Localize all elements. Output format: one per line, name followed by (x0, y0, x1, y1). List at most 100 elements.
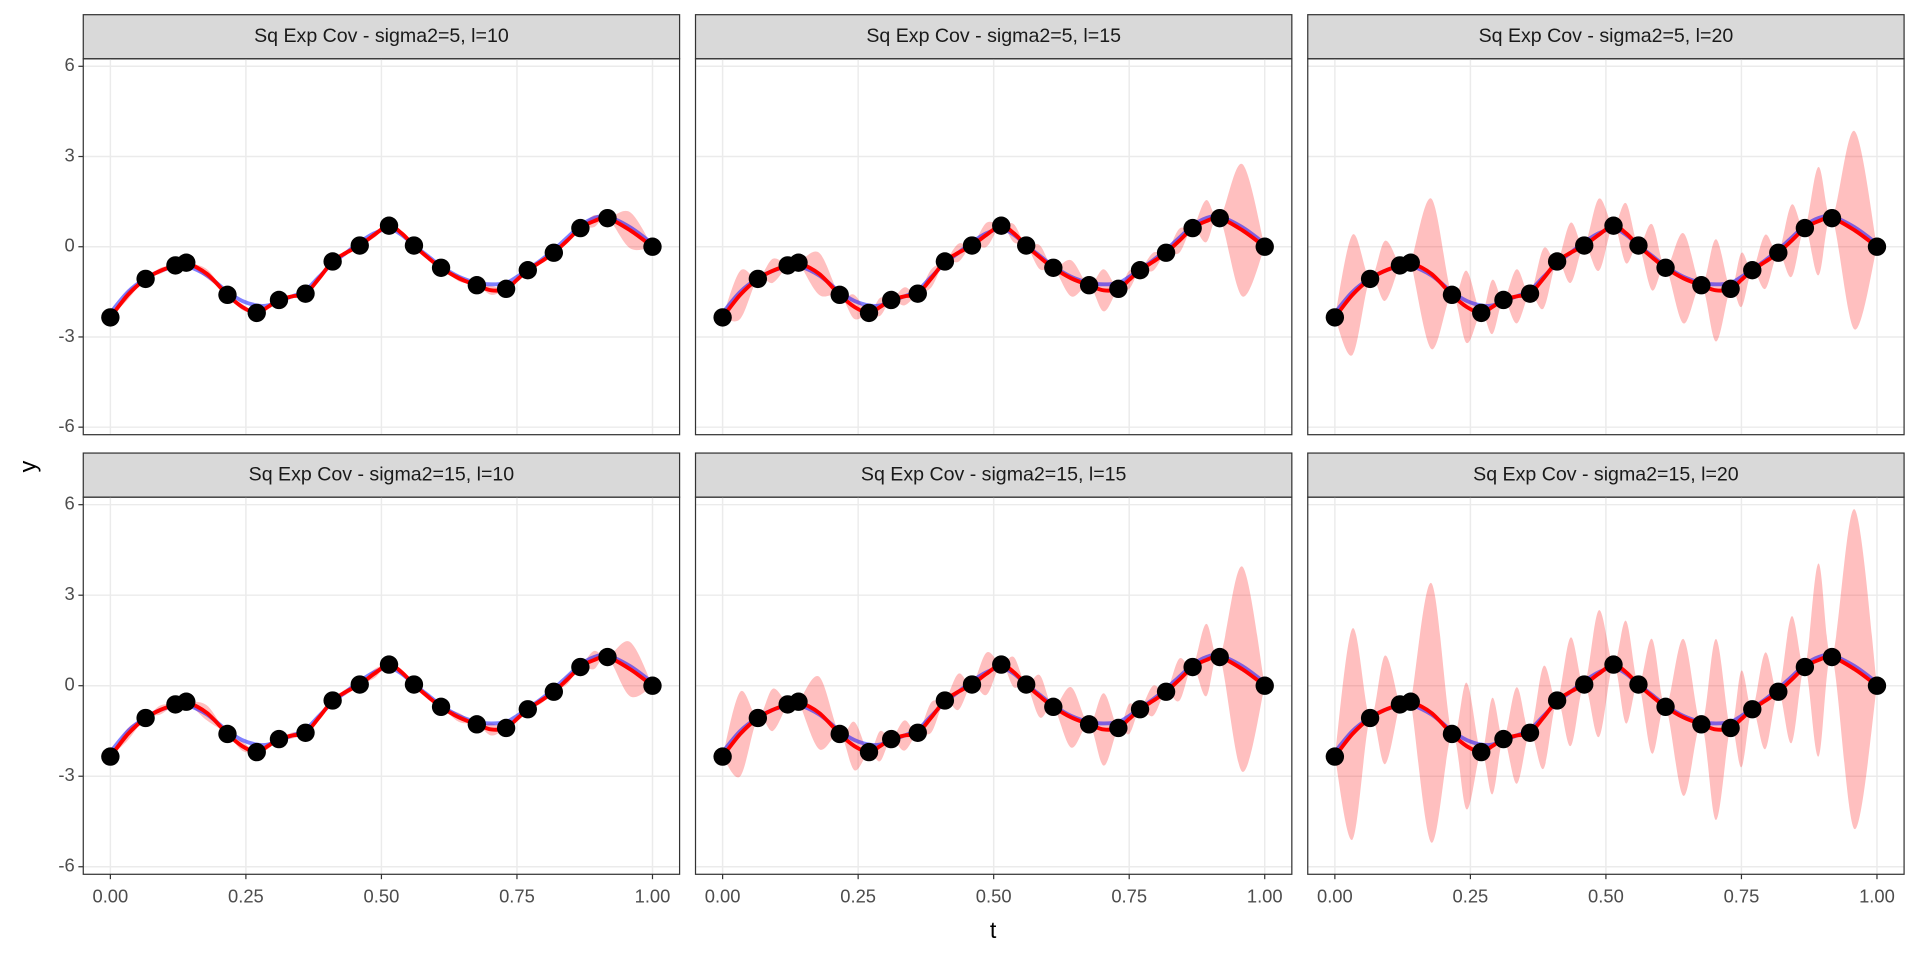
facet: Sq Exp Cov - sigma2=15, l=20 0.00 0.25 0.50… (1307, 452, 1905, 906)
data-point (1867, 237, 1887, 256)
data-point (431, 697, 451, 717)
data-point (379, 655, 399, 674)
facet-title: Sq Exp Cov - sigma2=15, l=20 (1473, 463, 1739, 485)
data-point (1575, 675, 1594, 694)
data-point (350, 236, 369, 255)
x-tick-label: 0.75 (1111, 885, 1147, 906)
data-point (518, 261, 537, 280)
data-point (1442, 724, 1462, 744)
data-point (404, 236, 424, 255)
x-tick-label: 0.25 (1453, 885, 1489, 906)
data-point (379, 216, 399, 235)
y-tick-label: 0 (64, 674, 74, 695)
data-point (177, 692, 196, 711)
data-point (218, 724, 237, 744)
data-point (1656, 258, 1675, 277)
data-point (1629, 675, 1648, 694)
data-point (1044, 258, 1063, 277)
data-point (1044, 697, 1063, 717)
data-point (247, 742, 266, 762)
data-point (962, 236, 982, 255)
data-point (882, 729, 901, 749)
data-point (350, 675, 369, 694)
data-point (247, 303, 266, 323)
data-point (296, 284, 315, 303)
data-point (748, 269, 768, 289)
data-point (1210, 208, 1229, 228)
data-point (467, 715, 487, 734)
facet: Sq Exp Cov - sigma2=15, l=15 0.00 0.25 0.50… (694, 452, 1293, 906)
strip (694, 452, 1293, 498)
data-point (544, 243, 564, 262)
data-point (1795, 657, 1815, 677)
data-point (1017, 236, 1036, 255)
data-point (1769, 682, 1788, 701)
x-tick-label: 0.00 (93, 885, 129, 906)
data-point (789, 692, 808, 711)
data-point (544, 682, 564, 701)
data-point (1867, 676, 1887, 695)
strip (82, 452, 681, 498)
y-tick-label: 3 (64, 583, 74, 604)
data-point (1017, 675, 1036, 694)
data-point (992, 216, 1011, 235)
facet: Sq Exp Cov - sigma2=5, l=20 (1307, 14, 1905, 436)
data-point (859, 742, 879, 762)
x-tick-label: 1.00 (635, 885, 671, 906)
data-point (713, 747, 732, 766)
x-tick-label: 0.00 (705, 885, 741, 906)
data-point (598, 208, 617, 228)
data-point (1692, 715, 1711, 734)
data-point (748, 708, 768, 728)
data-point (496, 279, 516, 299)
data-point (908, 723, 927, 742)
data-point (830, 724, 849, 744)
data-point (598, 647, 617, 667)
data-point (1743, 700, 1762, 719)
data-point (1156, 243, 1176, 262)
data-point (1472, 742, 1491, 762)
panel-border (694, 58, 1293, 436)
data-point (1604, 216, 1623, 235)
data-point (218, 285, 237, 305)
data-point (882, 290, 901, 310)
data-point (908, 284, 927, 303)
data-point (992, 655, 1011, 674)
strip (694, 14, 1293, 60)
data-point (1604, 655, 1623, 674)
data-point (1183, 657, 1202, 677)
x-tick-label: 0.50 (1588, 885, 1624, 906)
data-point (1401, 253, 1420, 272)
y-tick-label: 3 (64, 144, 74, 165)
x-tick-label: 0.50 (364, 885, 400, 906)
y-tick-label: -6 (58, 415, 74, 436)
data-point (1494, 290, 1513, 310)
x-tick-label: 0.75 (1724, 885, 1760, 906)
data-point (1079, 715, 1099, 734)
data-point (431, 258, 451, 277)
facet-title: Sq Exp Cov - sigma2=5, l=10 (254, 25, 509, 47)
panel-border (1307, 58, 1905, 436)
y-tick-label: -6 (58, 855, 74, 876)
data-point (643, 237, 662, 256)
data-point (1795, 218, 1815, 238)
confidence-band (722, 566, 1265, 778)
data-point (1360, 269, 1380, 289)
data-point (101, 308, 120, 327)
data-point (1079, 276, 1099, 295)
panel-border (82, 58, 681, 436)
data-point (1822, 208, 1842, 228)
data-point (1109, 279, 1128, 299)
data-point (643, 676, 662, 695)
facet: Sq Exp Cov - sigma2=5, l=15 (694, 14, 1293, 436)
panel-border (694, 496, 1293, 875)
panel-border (1307, 496, 1905, 875)
y-tick-label: 6 (64, 54, 74, 75)
data-point (789, 253, 808, 272)
data-point (1721, 279, 1740, 299)
data-point (1472, 303, 1491, 323)
data-point (1255, 676, 1274, 695)
data-point (1325, 747, 1345, 766)
data-point (830, 285, 849, 305)
